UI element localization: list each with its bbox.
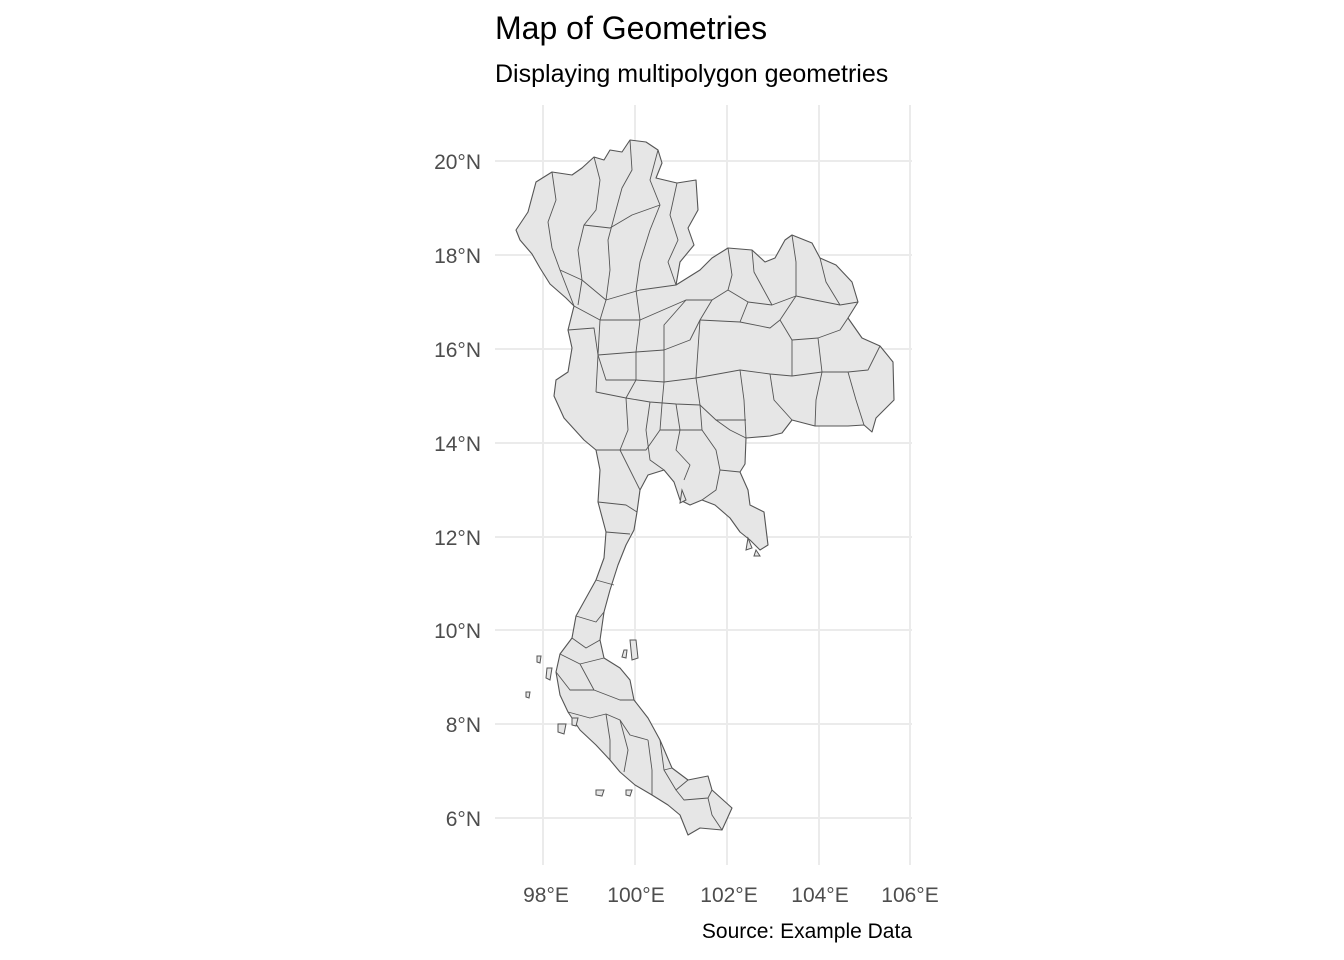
province-boundary	[739, 369, 747, 439]
y-tick-label: 14°N	[434, 433, 481, 456]
province-boundaries	[547, 139, 881, 831]
province-boundary	[645, 401, 665, 471]
x-tick-label: 98°E	[523, 884, 569, 907]
province-boundary	[599, 139, 633, 321]
islands	[525, 488, 761, 797]
province-boundary	[575, 611, 605, 623]
province-boundary	[567, 327, 599, 393]
province-boundary	[695, 319, 823, 379]
province-boundary	[791, 234, 797, 296]
province-boundary	[605, 531, 631, 535]
island	[595, 789, 605, 797]
x-tick-label: 106°E	[881, 884, 938, 907]
island	[753, 548, 761, 557]
island	[621, 649, 628, 659]
y-tick-label: 10°N	[434, 620, 481, 643]
province-boundary	[635, 319, 641, 353]
island	[545, 667, 553, 681]
province-boundary	[571, 637, 601, 649]
y-tick-label: 12°N	[434, 527, 481, 550]
country-outline	[515, 139, 895, 836]
island	[679, 488, 687, 504]
province-boundary	[675, 403, 691, 481]
province-boundary	[573, 289, 729, 321]
province-boundary	[819, 257, 841, 306]
island	[625, 789, 633, 797]
province-boundary	[619, 719, 629, 773]
x-axis: 98°E 100°E 102°E 104°E 106°E	[523, 884, 939, 907]
province-boundary	[699, 404, 721, 501]
province-boundary	[663, 299, 687, 350]
province-boundary	[596, 449, 641, 491]
province-boundary	[620, 429, 702, 451]
x-tick-label: 100°E	[607, 884, 664, 907]
island	[525, 691, 531, 699]
island	[536, 655, 542, 664]
y-tick-label: 16°N	[434, 339, 481, 362]
province-boundary	[559, 269, 677, 301]
province-boundary	[667, 182, 679, 286]
x-tick-label: 102°E	[700, 884, 757, 907]
province-boundary	[647, 739, 653, 795]
province-boundary	[583, 204, 661, 229]
province-boundary	[707, 797, 723, 831]
island	[557, 723, 567, 735]
province-boundary	[597, 501, 638, 513]
province-boundary	[814, 371, 823, 427]
province-boundary	[715, 419, 747, 439]
y-tick-label: 20°N	[434, 151, 481, 174]
province-boundary	[595, 579, 615, 586]
province-boundary	[605, 713, 611, 760]
map-subtitle: Displaying multipolygon geometries	[495, 60, 889, 88]
province-boundary	[635, 149, 661, 321]
province-boundary	[659, 350, 665, 431]
y-axis: 20°N 18°N 16°N 14°N 12°N 10°N 8°N 6°N	[434, 151, 481, 831]
map-title: Map of Geometries	[495, 10, 768, 46]
x-tick-label: 104°E	[791, 884, 848, 907]
province-boundary	[695, 377, 746, 421]
province-boundary	[547, 171, 575, 307]
province-boundary	[847, 371, 865, 426]
island	[629, 639, 639, 661]
y-tick-label: 18°N	[434, 245, 481, 268]
island	[571, 717, 579, 727]
y-tick-label: 6°N	[446, 808, 481, 831]
province-boundary	[567, 711, 649, 741]
province-boundary	[579, 663, 634, 701]
province-boundary	[675, 789, 713, 801]
province-boundary	[739, 295, 797, 329]
province-boundary	[751, 249, 773, 306]
province-boundary	[619, 352, 637, 451]
map-caption: Source: Example Data	[701, 920, 912, 943]
province-boundary	[719, 469, 741, 473]
island	[745, 536, 753, 551]
province-boundary	[555, 671, 594, 691]
y-tick-label: 8°N	[446, 714, 481, 737]
province-boundary	[769, 373, 793, 421]
